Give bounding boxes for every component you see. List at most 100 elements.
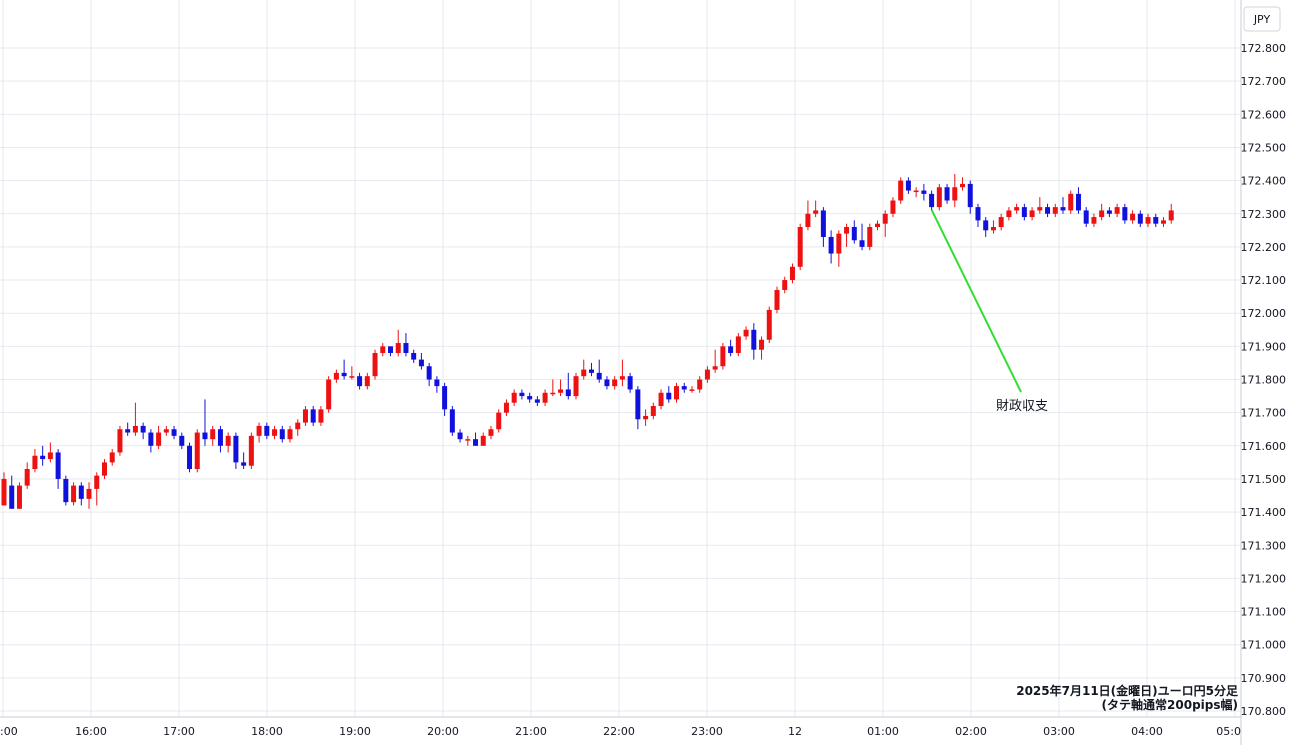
candle-body: [789, 266, 795, 281]
candle-body: [333, 372, 339, 380]
candle: [735, 333, 741, 357]
candle: [496, 409, 502, 433]
candle-body: [604, 379, 610, 387]
candle: [759, 336, 765, 360]
candle-body: [1029, 210, 1035, 218]
candle-body: [349, 376, 355, 378]
candle: [16, 482, 22, 509]
candle-body: [573, 376, 579, 397]
candle: [1021, 203, 1027, 221]
candle: [813, 200, 819, 218]
candle-body: [465, 439, 471, 441]
candle: [125, 422, 131, 436]
candle: [828, 230, 834, 264]
candle-body: [403, 343, 409, 353]
candle-body: [32, 455, 38, 470]
candle: [967, 180, 973, 214]
candle-body: [751, 329, 757, 350]
candle-body: [148, 432, 154, 446]
candle-body: [9, 485, 15, 509]
candle: [998, 213, 1004, 231]
candle-body: [480, 435, 486, 446]
candle: [766, 306, 772, 344]
candles-layer: [1, 173, 1174, 509]
candle-body: [588, 369, 594, 373]
candle: [449, 406, 455, 436]
candle: [1075, 187, 1081, 214]
price-tick-label: 172.200: [1241, 241, 1287, 254]
candle-body: [936, 187, 942, 208]
candle: [511, 389, 517, 407]
candle-body: [71, 485, 77, 503]
candle: [78, 482, 84, 506]
candle-body: [990, 227, 996, 231]
candle-body: [233, 435, 239, 463]
candle: [859, 223, 865, 251]
candle-body: [581, 369, 587, 377]
chart-note-line-2: (タテ軸通常200pips幅): [1102, 697, 1238, 712]
time-tick-label: 04:00: [1131, 725, 1163, 738]
candle-body: [318, 409, 324, 423]
time-tick-label: 22:00: [603, 725, 635, 738]
candle-body: [797, 227, 803, 267]
candle: [820, 207, 826, 247]
candle: [357, 372, 363, 390]
candle: [704, 366, 710, 383]
candle-body: [743, 329, 749, 337]
candle-body: [1052, 207, 1058, 214]
candle-body: [101, 462, 107, 476]
candle-body: [1130, 213, 1136, 221]
candle-body: [1060, 207, 1066, 211]
candle-body: [310, 409, 316, 423]
candle: [241, 452, 247, 470]
candle-body: [442, 386, 448, 410]
candle-body: [132, 425, 138, 433]
candle: [395, 329, 401, 357]
price-tick-label: 172.800: [1241, 42, 1287, 55]
candle-body: [109, 452, 115, 463]
candle: [233, 432, 239, 470]
price-tick-label: 172.700: [1241, 75, 1287, 88]
candle: [612, 376, 618, 390]
candle-body: [364, 376, 370, 387]
candle: [573, 372, 579, 400]
candle: [1052, 203, 1058, 218]
candle-body: [735, 336, 741, 353]
candle-body: [1083, 210, 1089, 224]
price-tick-label: 171.300: [1241, 539, 1287, 552]
candle: [743, 326, 749, 340]
candle: [1130, 210, 1136, 224]
candle: [71, 482, 77, 506]
candle: [248, 432, 254, 470]
candle-body: [1122, 207, 1128, 221]
candle-body: [844, 227, 850, 234]
price-axis: 172.800 172.700 172.600 172.500 172.400 172.3…: [1241, 42, 1287, 718]
candle-body: [426, 366, 432, 380]
candle: [851, 220, 857, 244]
candle: [774, 286, 780, 314]
candle-body: [217, 429, 223, 446]
candle: [1161, 217, 1166, 228]
candle-body: [542, 392, 548, 403]
candle-body: [380, 346, 386, 353]
candle: [403, 333, 409, 357]
candle: [527, 392, 533, 403]
candle: [1114, 203, 1120, 218]
candle: [542, 389, 548, 407]
candle: [1045, 203, 1051, 218]
candle-body: [140, 425, 146, 433]
candle: [905, 177, 911, 194]
candle-body: [457, 432, 463, 440]
candle: [333, 369, 339, 383]
candle: [805, 200, 811, 231]
candle-body: [658, 392, 664, 407]
candle-body: [47, 452, 53, 460]
candle-body: [473, 439, 479, 446]
candle-body: [24, 469, 30, 486]
candle: [1029, 207, 1035, 221]
candle: [179, 432, 185, 450]
price-tick-label: 171.000: [1241, 639, 1287, 652]
candle-body: [666, 392, 672, 400]
candle-body: [341, 372, 347, 377]
candle: [156, 425, 162, 450]
